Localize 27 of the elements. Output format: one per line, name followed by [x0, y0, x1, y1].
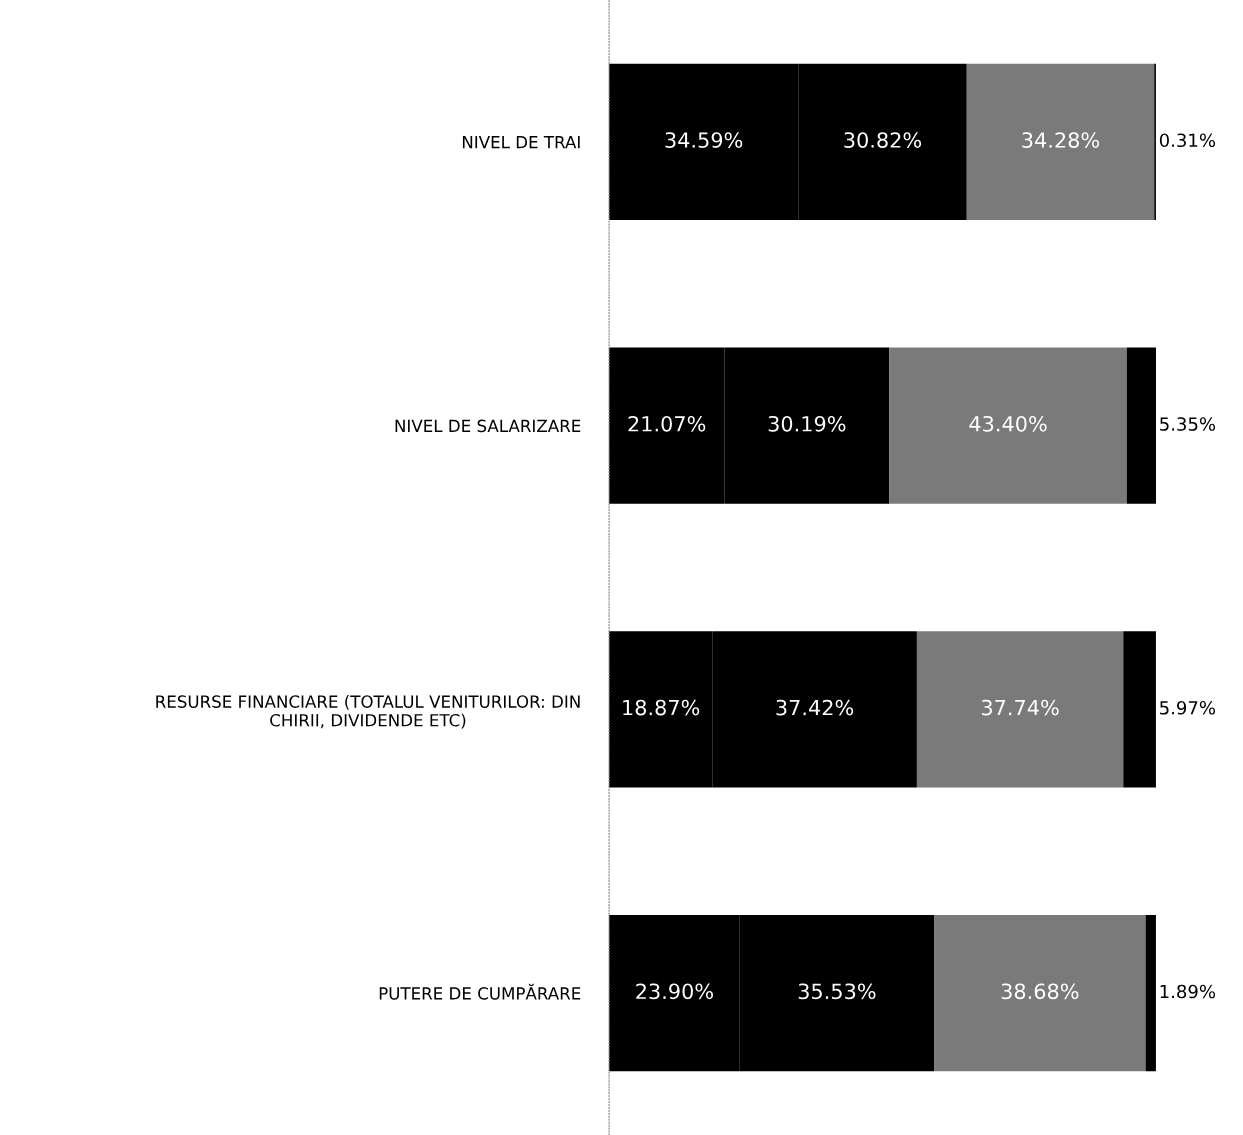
data-label: 34.28% — [1022, 132, 1100, 148]
bar — [966, 63, 1155, 220]
data-label: 37.74% — [981, 699, 1059, 716]
y-tick-label: RESURSE FINANCIARE (TOTALUL VENITURILOR: DIN CHIRII, DIVIDENDE ETC) — [156, 695, 580, 729]
y-tick-label: NIVEL DE SALARIZARE — [395, 419, 581, 433]
bar — [934, 915, 1146, 1072]
data-label: 43.40% — [969, 415, 1047, 432]
bar — [916, 631, 1124, 788]
data-label: 34.59% — [665, 132, 743, 148]
bar — [1123, 631, 1156, 788]
data-label: 30.82% — [844, 132, 922, 148]
data-label: 23.90% — [636, 983, 713, 1000]
data-label: 35.53% — [798, 983, 876, 1000]
data-label: 37.42% — [776, 699, 854, 716]
data-label: 38.68% — [1001, 983, 1079, 1000]
data-label: 0.31% — [1159, 133, 1216, 148]
data-label: 21.07% — [628, 415, 706, 432]
data-label: 18.87% — [623, 699, 700, 716]
data-label: 30.19% — [768, 415, 846, 432]
y-tick-label: NIVEL DE TRAI — [462, 136, 580, 149]
data-label: 1.89% — [1160, 984, 1216, 999]
bar — [1145, 915, 1156, 1072]
data-label: 5.35% — [1160, 417, 1216, 431]
bar — [889, 347, 1127, 504]
data-label: 5.97% — [1160, 700, 1216, 715]
y-tick-label: PUTERE DE CUMPĂRARE — [379, 983, 581, 1000]
bar — [1126, 347, 1156, 504]
